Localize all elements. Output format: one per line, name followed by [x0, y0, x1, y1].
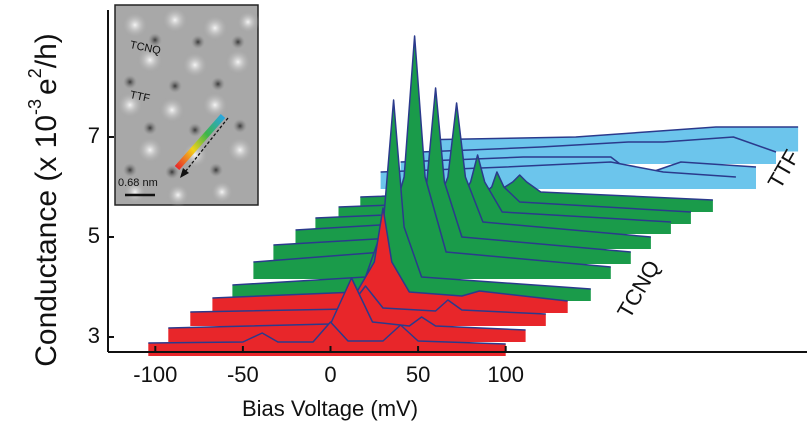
y-axis-title: Conductance (x 10-3 e2/h) — [25, 33, 63, 367]
trace-fill — [148, 322, 506, 356]
y-tick-label: 5 — [88, 223, 100, 248]
y-label-exponent: -3 — [25, 99, 45, 115]
inset-arrow — [184, 117, 229, 173]
inset-arrowhead — [180, 168, 189, 178]
trace-line — [420, 136, 777, 153]
trace-line — [212, 207, 568, 302]
inset-label: TTF — [129, 89, 151, 105]
x-tick-label: -100 — [133, 362, 177, 387]
trace-fill — [273, 88, 631, 264]
trace-fill — [232, 100, 591, 301]
annotation: TCNQ — [612, 256, 665, 322]
x-tick-label: -50 — [227, 362, 259, 387]
trace-fill — [212, 208, 568, 313]
inset-path — [174, 114, 226, 170]
traces — [148, 35, 799, 356]
y-label-text: Conductance (x 10 — [30, 115, 63, 367]
x-axis-title: Bias Voltage (mV) — [242, 396, 418, 421]
inset-texture — [116, 6, 260, 207]
y-label-unit-exponent: 2 — [25, 68, 45, 78]
axes: -100 -50 0 50 100 3 5 7 — [88, 10, 807, 387]
inset: TCNQ TTF 0.68 nm — [114, 4, 260, 207]
y-tick-label: 7 — [88, 123, 100, 148]
inset-scale-label: 0.68 nm — [118, 177, 158, 189]
x-tick-label: 100 — [487, 362, 524, 387]
trace-line — [168, 277, 526, 331]
trace-line — [148, 321, 506, 345]
y-label-unit-tail: /h) — [30, 33, 63, 68]
x-tick-label: 50 — [406, 362, 430, 387]
y-tick-label: 3 — [88, 323, 100, 348]
trace-fill — [253, 36, 611, 279]
x-tick-label: 0 — [324, 362, 336, 387]
y-label-unit: e — [30, 78, 63, 95]
trace-line — [440, 126, 799, 141]
trace-fill — [190, 286, 546, 326]
